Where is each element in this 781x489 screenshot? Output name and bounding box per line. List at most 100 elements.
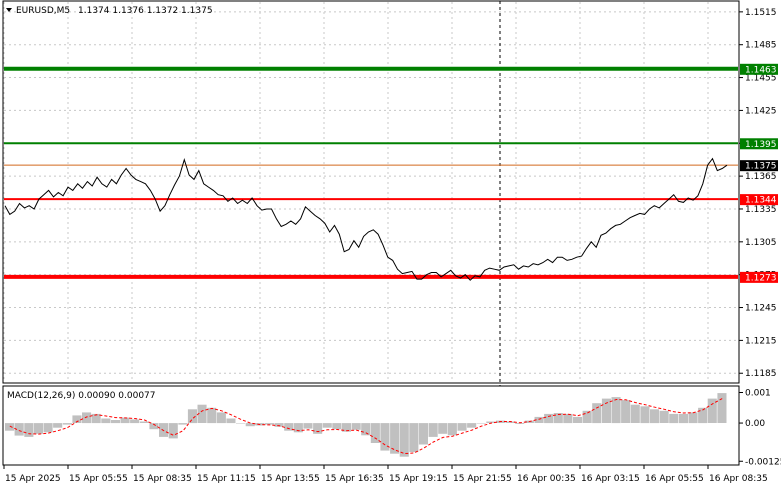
macd-bar — [24, 423, 34, 437]
macd-bar — [447, 423, 457, 436]
price-line — [4, 157, 728, 281]
macd-bar — [341, 423, 351, 432]
macd-bar — [197, 404, 207, 423]
macd-bar — [428, 423, 438, 437]
macd-bar — [43, 423, 53, 433]
macd-bar — [303, 423, 313, 429]
macd-bar — [284, 423, 294, 431]
macd-bar — [650, 409, 660, 424]
macd-tick-label: 0.00 — [745, 419, 765, 429]
macd-bar — [236, 423, 246, 424]
level-tag-label: 1.1463 — [745, 65, 777, 75]
level-lines — [4, 66, 738, 279]
price-tick-label: 1.1485 — [745, 41, 777, 51]
macd-bar — [332, 423, 342, 430]
time-tick-label: 15 Apr 2025 — [5, 474, 61, 484]
macd-bar — [630, 404, 640, 423]
macd-bar — [293, 423, 303, 433]
time-axis: 15 Apr 2025 15 Apr 05:55 15 Apr 08:35 15 Ap… — [3, 465, 768, 484]
price-tick-label: 1.1365 — [745, 172, 777, 182]
macd-bar — [370, 423, 380, 443]
time-tick-label: 16 Apr 05:55 — [645, 474, 704, 484]
macd-bar — [130, 419, 140, 424]
macd-bar — [390, 423, 400, 454]
macd-bar — [399, 423, 409, 457]
macd-bar — [601, 398, 611, 423]
macd-bar — [476, 423, 486, 424]
price-axis: 1.15151.14851.14551.14251.13951.13651.13… — [739, 8, 777, 379]
price-tick-label: 1.1335 — [745, 205, 777, 215]
macd-bar — [226, 418, 236, 424]
macd-bar — [717, 393, 727, 423]
macd-bar — [438, 423, 448, 434]
macd-bar — [62, 423, 72, 425]
macd-bar — [322, 423, 332, 428]
macd-bar — [313, 423, 323, 434]
last-price-tag — [740, 160, 778, 172]
macd-bar — [544, 413, 554, 424]
last-price-label: 1.1375 — [745, 162, 777, 172]
macd-bar — [207, 407, 217, 424]
macd-bar — [361, 423, 371, 436]
macd-bar — [563, 413, 573, 424]
macd-bar — [592, 403, 602, 424]
macd-bar — [611, 397, 621, 424]
macd-axis: 0.001 0.00 -0.00125 — [739, 389, 781, 467]
macd-label: MACD(12,26,9) 0.00090 0.00077 — [7, 391, 156, 401]
macd-bar — [669, 413, 679, 424]
macd-bar — [467, 423, 477, 428]
time-tick-label: 15 Apr 16:35 — [325, 474, 384, 484]
price-tick-label: 1.1455 — [745, 74, 777, 84]
macd-bar — [351, 423, 361, 430]
price-tick-label: 1.1305 — [745, 238, 777, 248]
level-tag — [740, 194, 778, 206]
chart-header: EURUSD,M5 1.1374 1.1376 1.1372 1.1375 — [6, 6, 213, 16]
macd-bar — [515, 423, 525, 424]
macd-bar — [659, 410, 669, 423]
macd-bar — [707, 398, 717, 423]
macd-bar — [264, 423, 274, 425]
time-tick-label: 16 Apr 08:35 — [709, 474, 768, 484]
time-tick-label: 15 Apr 13:55 — [261, 474, 320, 484]
symbol-timeframe: EURUSD,M5 — [16, 6, 70, 16]
macd-bar — [120, 417, 130, 424]
macd-bar — [380, 423, 390, 451]
macd-bar — [486, 421, 496, 423]
level-tag — [740, 138, 778, 150]
macd-bar — [582, 410, 592, 423]
macd-bar — [91, 413, 101, 424]
macd-pane: MACD(12,26,9) 0.00090 0.00077 0.001 0.00 -… — [2, 385, 781, 467]
macd-bar — [505, 421, 515, 423]
level-tag-label: 1.1344 — [745, 196, 777, 206]
macd-bar — [72, 415, 82, 423]
macd-bar — [457, 423, 467, 431]
macd-bar — [409, 423, 419, 453]
macd-bar — [216, 412, 226, 424]
time-tick-label: 16 Apr 03:15 — [581, 474, 640, 484]
level-tag — [740, 63, 778, 75]
ohlc-values: 1.1374 1.1376 1.1372 1.1375 — [78, 6, 213, 16]
macd-bar — [418, 423, 428, 445]
macd-bar — [139, 421, 149, 423]
macd-bar — [33, 423, 43, 434]
macd-tick-label: 0.001 — [745, 389, 771, 399]
level-tag-label: 1.1395 — [745, 140, 777, 150]
macd-bar — [553, 413, 563, 424]
macd-bar — [573, 416, 583, 423]
price-tick-label: 1.1245 — [745, 304, 777, 314]
macd-bar — [101, 418, 111, 424]
macd-bar — [82, 412, 92, 424]
macd-bar — [110, 420, 120, 424]
time-tick-label: 15 Apr 11:15 — [197, 474, 256, 484]
time-tick-label: 15 Apr 19:15 — [389, 474, 448, 484]
macd-bar — [640, 406, 650, 424]
dropdown-triangle-icon[interactable] — [6, 8, 12, 12]
macd-bar — [678, 413, 688, 424]
macd-bar — [53, 423, 63, 428]
price-tick-label: 1.1515 — [745, 8, 777, 18]
time-tick-label: 15 Apr 05:55 — [69, 474, 128, 484]
level-tag-label: 1.1273 — [745, 273, 777, 283]
macd-tick-label: -0.00125 — [745, 457, 781, 467]
main-pane: 1.15151.14851.14551.14251.13951.13651.13… — [2, 0, 778, 465]
